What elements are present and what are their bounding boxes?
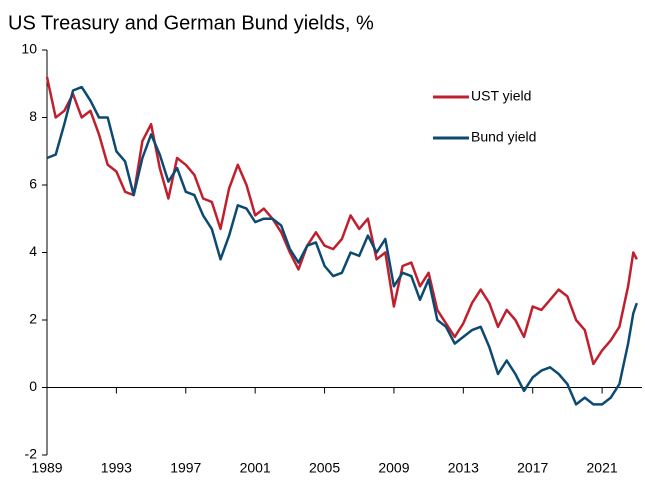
x-tick-label: 1989 xyxy=(31,460,62,476)
x-tick-label: 2021 xyxy=(587,460,618,476)
y-tick-label: 4 xyxy=(29,243,37,259)
x-tick-label: 2013 xyxy=(448,460,479,476)
legend-label: UST yield xyxy=(471,88,531,104)
x-tick-label: 2009 xyxy=(378,460,409,476)
y-tick-label: 6 xyxy=(29,176,37,192)
series-line xyxy=(45,76,638,366)
x-tick-label: 1997 xyxy=(170,460,201,476)
x-tick-label: 2017 xyxy=(517,460,548,476)
y-tick-label: 8 xyxy=(29,108,37,124)
x-tick-label: 2001 xyxy=(240,460,271,476)
y-tick-label: -2 xyxy=(25,446,38,462)
y-tick-label: 10 xyxy=(21,41,37,57)
legend-label: Bund yield xyxy=(471,129,536,145)
chart-title: US Treasury and German Bund yields, % xyxy=(8,12,374,34)
x-tick-label: 2005 xyxy=(309,460,340,476)
y-tick-label: 0 xyxy=(29,378,37,394)
x-tick-label: 1993 xyxy=(101,460,132,476)
y-tick-label: 2 xyxy=(29,311,37,327)
series-line xyxy=(46,85,638,406)
